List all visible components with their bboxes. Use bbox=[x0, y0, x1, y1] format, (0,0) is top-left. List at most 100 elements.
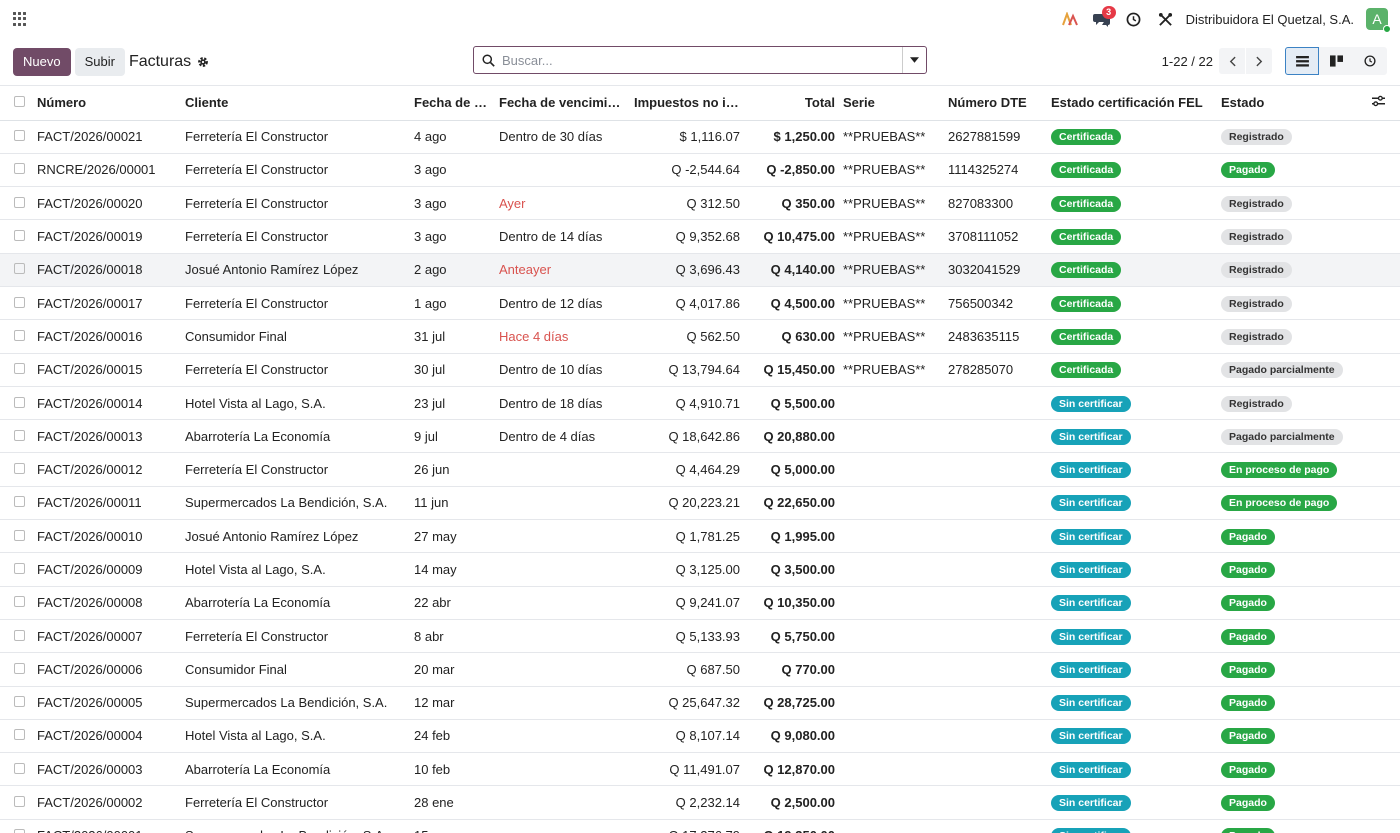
row-checkbox[interactable] bbox=[14, 796, 25, 808]
user-avatar[interactable]: A bbox=[1366, 8, 1391, 33]
tools-icon[interactable] bbox=[1150, 3, 1182, 35]
ai-icon[interactable] bbox=[1054, 3, 1086, 35]
row-checkbox[interactable] bbox=[14, 529, 25, 541]
cell-cliente: Ferretería El Constructor bbox=[181, 452, 410, 487]
row-checkbox[interactable] bbox=[14, 130, 25, 142]
row-checkbox[interactable] bbox=[14, 296, 25, 308]
cell-serie bbox=[839, 652, 944, 687]
chat-icon[interactable]: 3 bbox=[1086, 3, 1118, 35]
table-row[interactable]: FACT/2026/00016 Consumidor Final 31 jul Hac… bbox=[0, 319, 1400, 354]
table-row[interactable]: FACT/2026/00014 Hotel Vista al Lago, S.A.… bbox=[0, 386, 1400, 421]
cell-serie: **PRUEBAS** bbox=[839, 319, 944, 354]
kanban-view-icon[interactable] bbox=[1319, 47, 1353, 75]
row-checkbox[interactable] bbox=[14, 163, 25, 175]
table-row[interactable]: FACT/2026/00020 Ferretería El Constructor… bbox=[0, 186, 1400, 221]
status-badge: Pagado bbox=[1221, 628, 1275, 645]
cell-fecha: 10 feb bbox=[410, 752, 495, 787]
gear-icon[interactable] bbox=[197, 56, 209, 68]
table-row[interactable]: FACT/2026/00003 Abarrotería La Economía 10… bbox=[0, 752, 1400, 787]
row-checkbox[interactable] bbox=[14, 563, 25, 574]
cell-vencimiento: Dentro de 14 días bbox=[495, 219, 630, 254]
top-navbar: 3 Distribuidora El Quetzal, S.A. A bbox=[0, 0, 1400, 38]
status-badge: Registrado bbox=[1221, 195, 1292, 212]
row-checkbox[interactable] bbox=[14, 596, 25, 608]
cell-fecha: 30 jul bbox=[410, 353, 495, 387]
table-row[interactable]: FACT/2026/00009 Hotel Vista al Lago, S.A.… bbox=[0, 552, 1400, 587]
column-settings-icon[interactable] bbox=[1372, 95, 1385, 110]
table-row[interactable]: FACT/2026/00010 Josué Antonio Ramírez Lóp… bbox=[0, 519, 1400, 554]
row-checkbox[interactable] bbox=[14, 230, 25, 242]
row-checkbox[interactable] bbox=[14, 762, 25, 774]
col-header-serie[interactable]: Serie bbox=[839, 86, 944, 121]
col-header-vencimiento[interactable]: Fecha de vencimiento bbox=[495, 86, 630, 121]
row-checkbox[interactable] bbox=[14, 329, 25, 341]
upload-button[interactable]: Subir bbox=[74, 47, 125, 76]
caret-down-icon[interactable] bbox=[902, 47, 926, 73]
table-row[interactable]: FACT/2026/00002 Ferretería El Constructor… bbox=[0, 785, 1400, 820]
cell-impuestos: Q -2,544.64 bbox=[630, 153, 744, 188]
row-checkbox[interactable] bbox=[14, 729, 25, 741]
search-input[interactable] bbox=[502, 47, 902, 73]
cell-numero: FACT/2026/00009 bbox=[33, 552, 181, 587]
table-row[interactable]: FACT/2026/00019 Ferretería El Constructor… bbox=[0, 219, 1400, 254]
table-row[interactable]: RNCRE/2026/00001 Ferretería El Constructo… bbox=[0, 153, 1400, 188]
row-checkbox[interactable] bbox=[14, 429, 25, 441]
new-button[interactable]: Nuevo bbox=[13, 47, 71, 76]
row-checkbox[interactable] bbox=[14, 196, 25, 208]
cell-fecha: 27 may bbox=[410, 519, 495, 554]
activity-view-icon[interactable] bbox=[1353, 47, 1387, 75]
table-row[interactable]: FACT/2026/00015 Ferretería El Constructor… bbox=[0, 353, 1400, 387]
col-header-cliente[interactable]: Cliente bbox=[181, 86, 410, 121]
table-row[interactable]: FACT/2026/00021 Ferretería El Constructor… bbox=[0, 120, 1400, 154]
col-header-total[interactable]: Total bbox=[744, 86, 839, 121]
row-checkbox[interactable] bbox=[14, 696, 25, 708]
fel-status-badge: Certificada bbox=[1051, 262, 1122, 279]
col-header-estado[interactable]: Estado bbox=[1217, 86, 1368, 121]
cell-cliente: Ferretería El Constructor bbox=[181, 619, 410, 654]
table-row[interactable]: FACT/2026/00005 Supermercados La Bendició… bbox=[0, 686, 1400, 720]
table-row[interactable]: FACT/2026/00001Supermercados La Bendició… bbox=[0, 819, 1400, 833]
cell-numero-dte bbox=[944, 752, 1047, 787]
cell-serie bbox=[839, 386, 944, 421]
col-header-estado-fel[interactable]: Estado certificación FEL bbox=[1047, 86, 1217, 121]
apps-icon[interactable] bbox=[13, 12, 27, 26]
fel-status-badge: Sin certificar bbox=[1051, 628, 1131, 645]
col-header-impuestos[interactable]: Impuestos no incluidos bbox=[630, 86, 744, 121]
col-header-numero-dte[interactable]: Número DTE bbox=[944, 86, 1047, 121]
row-checkbox[interactable] bbox=[14, 363, 25, 375]
cell-numero: FACT/2026/00004 bbox=[33, 719, 181, 754]
cell-numero-dte bbox=[944, 519, 1047, 554]
cell-cliente: Ferretería El Constructor bbox=[181, 286, 410, 321]
table-row[interactable]: FACT/2026/00008 Abarrotería La Economía 22… bbox=[0, 586, 1400, 620]
chevron-left-icon[interactable] bbox=[1219, 48, 1245, 74]
table-row[interactable]: FACT/2026/00017 Ferretería El Constructor… bbox=[0, 286, 1400, 321]
pager-value[interactable]: 1-22 / 22 bbox=[1161, 53, 1213, 69]
table-row[interactable]: FACT/2026/00004 Hotel Vista al Lago, S.A.… bbox=[0, 719, 1400, 754]
cell-numero-dte: 1114325274 bbox=[944, 153, 1047, 188]
table-row[interactable]: FACT/2026/00007 Ferretería El Constructor… bbox=[0, 619, 1400, 654]
table-row[interactable]: FACT/2026/00011 Supermercados La Bendició… bbox=[0, 486, 1400, 521]
table-row[interactable]: FACT/2026/00006 Consumidor Final 20 mar Q 6… bbox=[0, 652, 1400, 687]
row-checkbox[interactable] bbox=[14, 496, 25, 508]
view-switcher bbox=[1285, 47, 1387, 75]
row-checkbox[interactable] bbox=[14, 629, 25, 641]
chevron-right-icon[interactable] bbox=[1246, 48, 1272, 74]
fel-status-badge: Sin certificar bbox=[1051, 761, 1131, 778]
row-checkbox[interactable] bbox=[14, 463, 25, 475]
row-checkbox[interactable] bbox=[14, 263, 25, 275]
col-header-fecha[interactable]: Fecha de factura bbox=[410, 86, 495, 121]
clock-icon[interactable] bbox=[1118, 3, 1150, 35]
select-all-checkbox[interactable] bbox=[14, 96, 25, 108]
cell-fecha: 8 abr bbox=[410, 619, 495, 654]
table-row[interactable]: FACT/2026/00013 Abarrotería La Economía 9 … bbox=[0, 419, 1400, 454]
col-header-numero[interactable]: Número bbox=[33, 86, 181, 121]
row-checkbox[interactable] bbox=[14, 662, 25, 674]
row-checkbox[interactable] bbox=[14, 396, 25, 408]
table-row[interactable]: FACT/2026/00018 Josué Antonio Ramírez Lóp… bbox=[0, 253, 1400, 287]
list-view-icon[interactable] bbox=[1285, 47, 1319, 75]
table-row[interactable]: FACT/2026/00012 Ferretería El Constructor… bbox=[0, 452, 1400, 487]
cell-impuestos: Q 17,276.79 bbox=[630, 819, 744, 833]
row-checkbox[interactable] bbox=[14, 829, 25, 833]
status-badge: Pagado bbox=[1221, 761, 1275, 778]
company-switcher[interactable]: Distribuidora El Quetzal, S.A. bbox=[1185, 11, 1354, 27]
